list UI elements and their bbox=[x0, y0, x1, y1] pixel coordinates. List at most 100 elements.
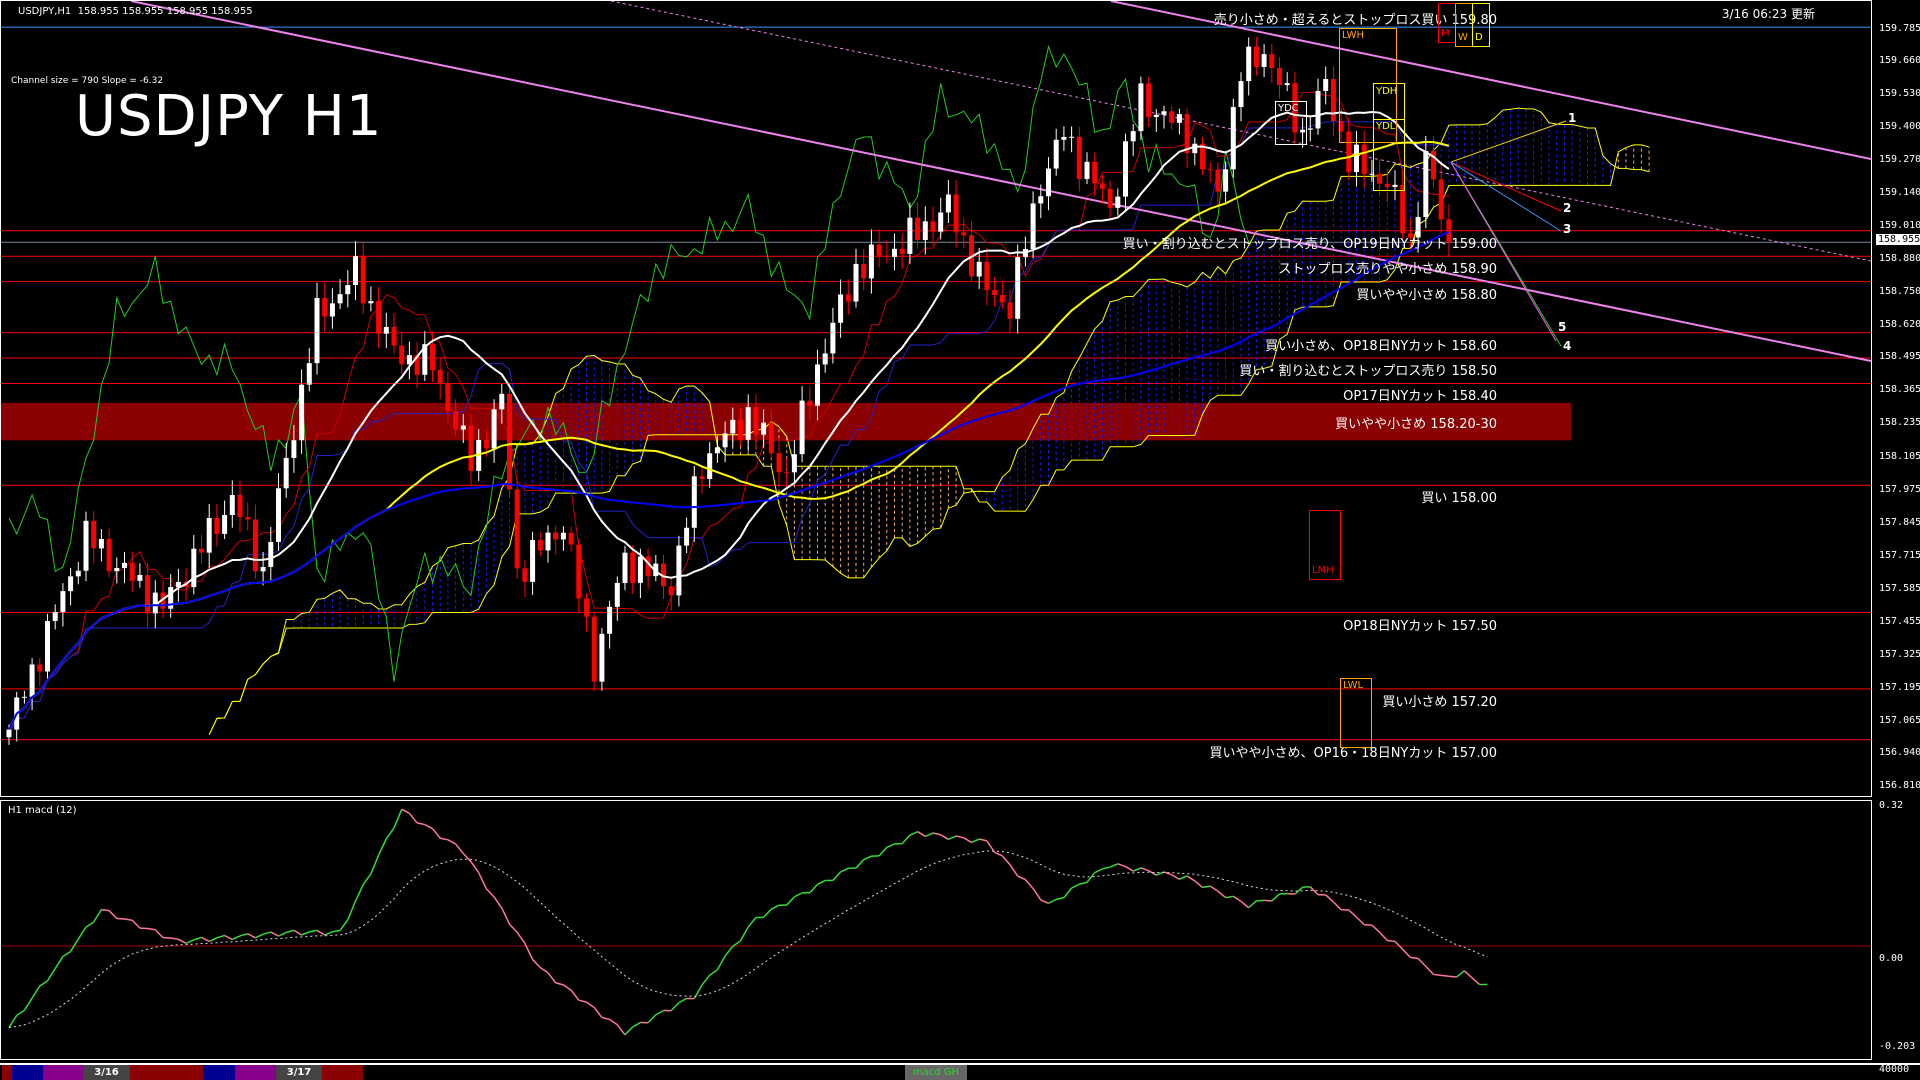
macd-segment bbox=[1001, 855, 1011, 866]
candle-body bbox=[838, 294, 844, 323]
candle-body bbox=[822, 353, 828, 365]
price-tick: 157.065 bbox=[1879, 715, 1920, 727]
candle-body bbox=[1369, 173, 1375, 175]
macd-segment bbox=[1009, 864, 1019, 877]
candle-body bbox=[584, 598, 589, 617]
candle-body bbox=[1069, 136, 1075, 138]
macd-segment bbox=[462, 853, 472, 863]
date-label: 3/17 bbox=[276, 1065, 322, 1080]
macd-segment bbox=[1471, 977, 1481, 986]
macd-segment bbox=[516, 931, 526, 944]
macd-segment bbox=[786, 896, 795, 906]
candle-body bbox=[245, 517, 251, 520]
macd-segment bbox=[670, 1002, 680, 1012]
price-chart-canvas bbox=[1, 1, 1871, 745]
candle-body bbox=[1161, 111, 1167, 115]
macd-segment bbox=[1294, 886, 1304, 895]
candle-body bbox=[68, 576, 74, 592]
price-tick: 158.105 bbox=[1879, 450, 1920, 462]
candle-body bbox=[1123, 141, 1128, 197]
candle-body bbox=[1284, 83, 1290, 86]
candle-body bbox=[1415, 217, 1421, 238]
candle-body bbox=[29, 664, 35, 697]
candle-body bbox=[1392, 184, 1398, 187]
macd-segment bbox=[201, 936, 210, 943]
macd-segment bbox=[809, 883, 819, 894]
macd-segment bbox=[255, 933, 264, 939]
fan-line bbox=[1450, 120, 1567, 163]
macd-segment bbox=[732, 940, 741, 947]
macd-segment bbox=[1032, 888, 1042, 901]
candle-body bbox=[691, 476, 697, 528]
macd-segment bbox=[940, 834, 949, 841]
candle-body bbox=[1207, 169, 1213, 171]
channel-info: Channel size = 790 Slope = -6.32 bbox=[11, 76, 164, 86]
macd-segment bbox=[1225, 895, 1234, 899]
macd-segment bbox=[1417, 957, 1427, 967]
chart-big-title: USDJPY H1 bbox=[75, 84, 383, 149]
candle-body bbox=[1184, 114, 1190, 154]
macd-pane[interactable]: H1 macd (12) bbox=[0, 800, 1872, 1060]
macd-segment bbox=[532, 959, 541, 969]
candle-body bbox=[1138, 83, 1144, 132]
candle-body bbox=[507, 393, 512, 490]
macd-segment bbox=[8, 1015, 18, 1028]
candle-body bbox=[845, 294, 851, 302]
candle-body bbox=[630, 552, 636, 583]
macd-segment bbox=[724, 945, 734, 957]
candle-body bbox=[791, 454, 797, 473]
macd-segment bbox=[678, 997, 687, 1004]
candle-body bbox=[114, 568, 120, 572]
candle-body bbox=[938, 212, 944, 232]
macd-segment bbox=[1264, 899, 1272, 902]
candle-body bbox=[1061, 136, 1067, 140]
macd-segment bbox=[124, 918, 133, 921]
candle-body bbox=[391, 326, 397, 346]
macd-segment bbox=[1456, 970, 1465, 978]
macd-button[interactable]: macd GH bbox=[905, 1065, 967, 1080]
macd-segment bbox=[747, 917, 757, 928]
candle-body bbox=[1084, 161, 1090, 179]
macd-segment bbox=[948, 835, 957, 841]
macd-segment bbox=[1140, 867, 1149, 872]
macd-segment bbox=[1371, 924, 1381, 933]
candle-body bbox=[83, 520, 89, 571]
macd-segment bbox=[624, 1026, 634, 1036]
macd-segment bbox=[69, 938, 79, 952]
strip-segment bbox=[235, 1065, 276, 1080]
candle-body bbox=[98, 539, 104, 549]
candle-body bbox=[961, 232, 967, 236]
macd-segment bbox=[1163, 871, 1172, 876]
candle-body bbox=[714, 447, 720, 454]
macd-segment bbox=[917, 831, 926, 838]
candle-body bbox=[222, 514, 228, 534]
candle-body bbox=[422, 344, 428, 375]
candle-body bbox=[1153, 114, 1159, 118]
strip-segment bbox=[322, 1065, 363, 1080]
macd-segment bbox=[924, 832, 934, 838]
price-tick: 159.270 bbox=[1879, 154, 1920, 166]
macd-segment bbox=[1079, 881, 1088, 885]
candle-body bbox=[553, 532, 559, 540]
price-tick: 157.325 bbox=[1879, 649, 1920, 661]
level-label: 買い・割り込むとストップロス売り、OP19日NYカット 159.00 bbox=[1122, 236, 1497, 252]
macd-segment bbox=[31, 985, 41, 999]
macd-segment bbox=[609, 1018, 618, 1026]
macd-segment bbox=[932, 832, 941, 836]
candle-body bbox=[1315, 90, 1321, 129]
kijun-line bbox=[8, 121, 1450, 735]
candle-body bbox=[337, 294, 343, 304]
macd-segment bbox=[909, 831, 918, 836]
candle-body bbox=[291, 440, 297, 458]
candle-body bbox=[1053, 139, 1059, 169]
macd-segment bbox=[963, 837, 972, 844]
price-chart[interactable]: USDJPY,H1 158.955 158.955 158.955 158.95… bbox=[0, 0, 1872, 797]
candle-body bbox=[699, 476, 705, 479]
candle-body bbox=[953, 194, 959, 233]
candle-body bbox=[491, 409, 497, 449]
candle-body bbox=[1076, 136, 1082, 179]
macd-segment bbox=[979, 838, 988, 842]
macd-segment bbox=[770, 904, 780, 910]
candle-body bbox=[930, 221, 936, 232]
price-tick: 157.845 bbox=[1879, 516, 1920, 528]
